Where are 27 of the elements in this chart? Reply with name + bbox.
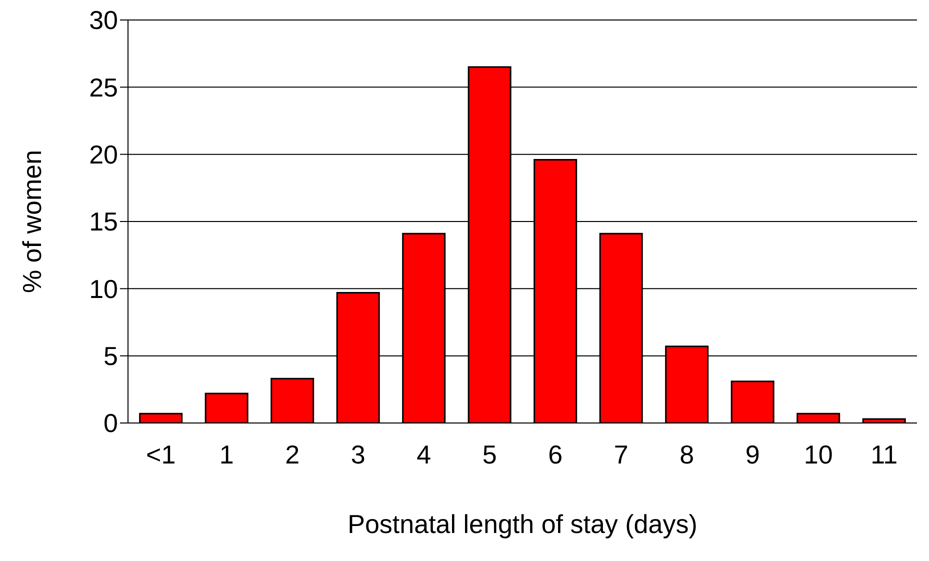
y-tick-label: 25 [89,72,118,102]
x-tick-label: 5 [482,439,497,470]
x-tick-label: <1 [146,439,176,470]
bar [270,378,314,423]
x-tick-label: 8 [680,439,694,470]
y-tick-label: 10 [89,274,118,304]
x-tick-label: 3 [350,439,366,470]
x-tick-label: 9 [745,439,760,470]
y-tick-label: 0 [104,408,118,438]
x-tick-label: 7 [614,439,628,470]
bar [139,412,183,423]
bar [862,418,906,423]
x-tick-label: 2 [285,439,300,470]
bar [730,380,774,423]
y-tick-label: 30 [89,5,118,36]
x-axis-title: Postnatal length of stay (days) [348,509,698,539]
x-tick-label: 1 [219,439,234,470]
x-tick-label: 6 [548,439,563,470]
y-axis-title: % of women [17,150,48,294]
y-tick-label: 20 [89,140,118,170]
y-tick-label: 15 [89,206,118,237]
bar [796,412,840,423]
y-tick-label: 5 [104,341,118,372]
bar [204,392,248,423]
x-tick-label: 10 [804,439,833,470]
x-tick-label: 11 [870,439,898,470]
x-tick-label: 4 [416,439,432,470]
